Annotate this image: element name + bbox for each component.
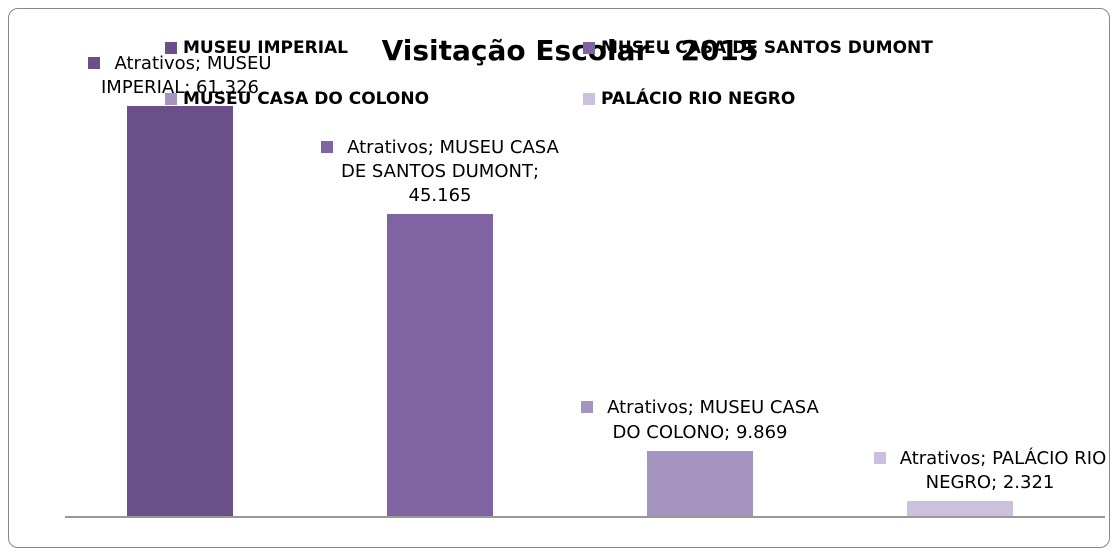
data-label: Atrativos; PALÁCIO RIO NEGRO; 2.321 — [870, 447, 1110, 496]
bar — [387, 214, 493, 517]
legend-key — [165, 42, 177, 54]
bar — [647, 450, 753, 517]
legend-label: PALÁCIO RIO NEGRO — [601, 89, 796, 109]
chart-title: Visitação Escolar - 2015 — [381, 34, 759, 67]
legend-item: MUSEU IMPERIAL — [165, 38, 348, 58]
data-label: Atrativos; MUSEU CASA DE SANTOS DUMONT; … — [320, 136, 560, 209]
bar — [127, 106, 233, 517]
legend-item: MUSEU CASA DE SANTOS DUMONT — [583, 38, 933, 58]
label-key — [581, 401, 594, 414]
data-label: Atrativos; MUSEU IMPERIAL; 61.326 — [60, 52, 300, 101]
legend-key — [583, 42, 595, 54]
data-label-text: Atrativos; PALÁCIO RIO NEGRO; 2.321 — [899, 447, 1107, 494]
data-label: Atrativos; MUSEU CASA DO COLONO; 9.869 — [580, 396, 820, 445]
data-label-text: Atrativos; MUSEU CASA DE SANTOS DUMONT; … — [340, 136, 559, 207]
bar — [907, 501, 1013, 517]
label-key — [88, 56, 101, 69]
data-label-text: Atrativos; MUSEU IMPERIAL; 61.326 — [101, 52, 272, 98]
legend-key — [165, 93, 177, 105]
x-axis — [65, 516, 1105, 518]
legend-label: MUSEU CASA DO COLONO — [183, 89, 430, 109]
legend-label: MUSEU IMPERIAL — [183, 38, 349, 58]
chart-frame — [8, 8, 1110, 548]
legend-key — [583, 93, 595, 105]
label-key — [873, 451, 886, 464]
legend-label: MUSEU CASA DE SANTOS DUMONT — [601, 38, 933, 58]
legend-item: PALÁCIO RIO NEGRO — [583, 89, 795, 109]
data-label-text: Atrativos; MUSEU CASA DO COLONO; 9.869 — [607, 397, 819, 443]
legend-item: MUSEU CASA DO COLONO — [165, 89, 429, 109]
label-key — [321, 140, 334, 153]
